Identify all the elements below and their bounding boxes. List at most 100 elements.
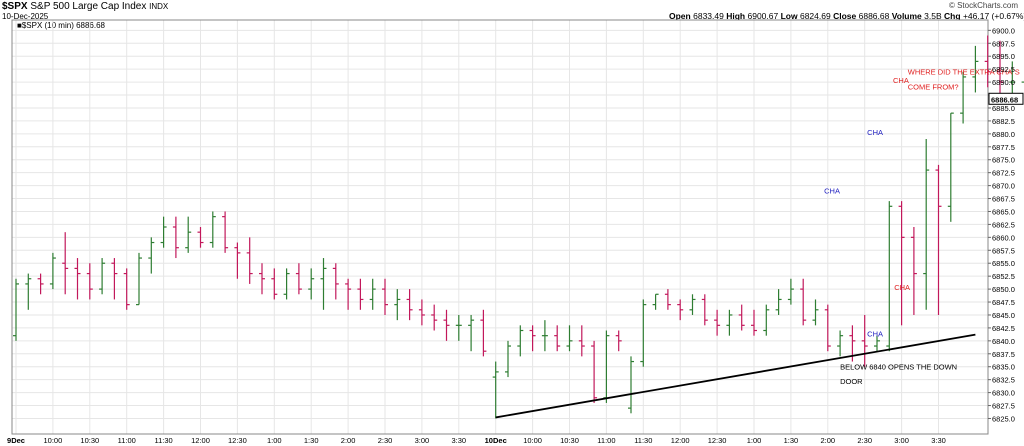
x-tick-label: 11:30 [634,436,652,445]
x-tick-label: 10:00 [44,436,63,445]
y-tick-label: 6885.0 [992,104,1015,113]
y-tick-label: 6882.5 [992,117,1015,126]
ohlc-bar [554,325,561,352]
ohlc-bar [824,304,831,352]
y-tick-label: 6835.0 [992,363,1015,372]
annotation-label: CHA [894,283,910,292]
ohlc-bar [505,340,511,378]
annotation-label: DOOR [840,377,863,386]
ohlc-bar [197,227,204,248]
series-legend: ■$SPX (10 min) 6886.68 [17,21,105,30]
y-tick-label: 6852.5 [992,272,1015,281]
ohlc-bar [615,330,622,352]
x-tick-label: 12:00 [671,436,690,445]
ohlc-bar [812,299,819,326]
last-price-label: 6886.68 [991,95,1018,104]
ohlc-bar [172,216,179,259]
annotation-label: BELOW 6840 OPENS THE DOWN [840,362,957,371]
ohlc-bar [800,278,807,326]
volume-value: 3.5B [924,11,942,21]
x-tick-label: 11:30 [154,436,172,445]
ohlc-bar [701,294,708,326]
x-tick-label: 12:00 [191,436,210,445]
ohlc-bar [468,314,475,352]
x-tick-label: 1:00 [747,436,762,445]
y-tick-label: 6897.5 [992,39,1015,48]
ohlc-bar [1021,25,1024,88]
ohlc-bar [923,139,930,310]
ohlc-bar [664,289,671,310]
annotation-label: CHA [824,186,840,195]
y-tick-label: 6900.0 [992,26,1015,35]
exchange: INDX [149,2,169,11]
x-tick-label: 9Dec [7,436,25,445]
ohlc-bar [837,330,844,357]
ohlc-bar [1009,61,1016,98]
y-tick-label: 6865.0 [992,207,1015,216]
open-value: 6833.49 [693,11,724,21]
y-tick-label: 6877.5 [992,143,1015,152]
plot-frame [11,19,989,435]
y-tick-label: 6867.5 [992,195,1015,204]
x-tick-label: 2:30 [378,436,393,445]
y-tick-label: 6875.0 [992,156,1015,165]
ohlc-bar [148,237,155,274]
ohlc-bar [480,309,487,357]
ohlc-bar [431,304,438,331]
ohlc-bar [714,309,721,336]
ohlc-bar [234,242,241,279]
chart-date: 10-Dec-2025 [2,12,49,21]
x-tick-label: 3:30 [451,436,466,445]
y-tick-label: 6857.5 [992,246,1015,255]
ohlc-bar [787,278,794,305]
x-tick-label: 3:00 [894,436,909,445]
ohlc-bar [25,273,32,310]
y-tick-label: 6832.5 [992,376,1015,385]
y-tick-label: 6827.5 [992,402,1015,411]
ohlc-bar [123,268,130,310]
change-value: +46.17 (+0.67%) [962,11,1024,21]
ohlc-bar [49,252,56,290]
y-tick-label: 6837.5 [992,350,1015,359]
ohlc-bar [332,263,339,300]
y-tick-label: 6845.0 [992,311,1015,320]
y-tick-label: 6855.0 [992,259,1015,268]
annotation-label: CHA [867,330,883,339]
symbol: $SPX [2,1,28,12]
x-tick-label: 1:30 [304,436,319,445]
ohlc-bar [160,216,167,248]
y-tick-label: 6830.0 [992,389,1015,398]
low-value: 6824.69 [799,11,831,21]
gridlines [12,20,988,434]
y-tick-label: 6842.5 [992,324,1015,333]
ohlc-bar [910,227,917,315]
ohlc-bar [136,252,142,306]
x-tick-label: 3:30 [931,436,946,445]
ohlc-bar [111,258,118,300]
support-trendline [495,333,976,419]
y-tick-label: 6895.0 [992,52,1015,61]
x-tick-label: 12:30 [228,436,247,445]
ohlc-bar [874,335,880,352]
ohlc-bar [406,289,413,321]
ohlc-bar [689,294,696,315]
index-name: S&P 500 Large Cap Index [30,1,147,12]
chart-title: $SPX S&P 500 Large Cap Index INDX [2,1,168,12]
y-tick-label: 6860.0 [992,233,1015,242]
annotation-label: CHA [893,76,909,85]
ohlc-bar [62,232,69,295]
ohlc-bar [738,304,745,331]
ohlc-bar [763,304,770,336]
last-price-tag [988,92,1024,105]
y-tick-label: 6840.0 [992,337,1015,346]
ohlc-bar [997,40,1003,98]
ohlc-bar [886,201,893,352]
ohlc-bar [898,201,905,326]
ohlc-bar [418,299,425,326]
ohlc-bar [947,112,954,222]
ohlc-bar [455,314,462,341]
ohlc-bar [271,268,278,300]
x-tick-label: 10Dec [485,436,507,445]
